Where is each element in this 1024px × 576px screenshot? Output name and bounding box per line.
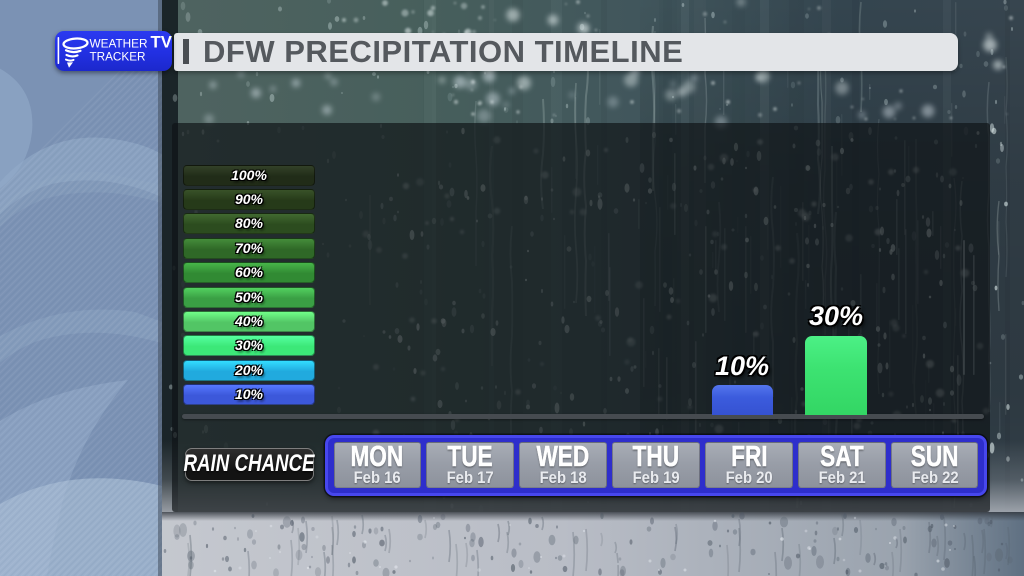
svg-text:WEATHER: WEATHER xyxy=(90,37,148,51)
svg-text:TV: TV xyxy=(151,33,173,52)
svg-text:TRACKER: TRACKER xyxy=(90,50,146,64)
